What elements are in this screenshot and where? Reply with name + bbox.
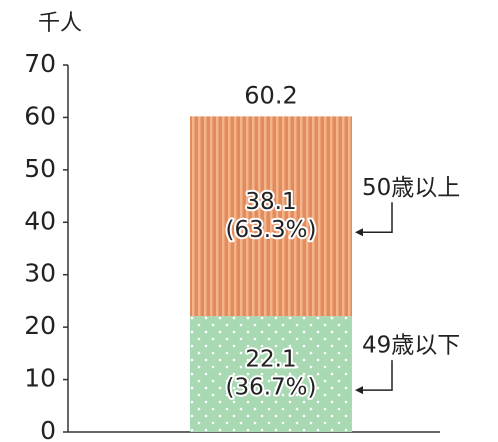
y-tick-label: 10: [24, 364, 56, 393]
y-tick-label: 20: [24, 311, 56, 340]
share-label: (63.3%): [225, 217, 316, 243]
share-label: (36.7%): [225, 375, 316, 401]
value-label: 22.1: [245, 347, 296, 373]
legend-pointer: [360, 360, 393, 391]
legend-pointer: [360, 202, 393, 234]
y-tick-label: 50: [24, 154, 56, 183]
y-axis-unit: 千人: [38, 11, 82, 36]
value-label: 38.1: [245, 189, 296, 215]
y-tick-label: 0: [40, 416, 56, 442]
y-tick-label: 70: [24, 49, 56, 78]
legend-arrowhead: [355, 228, 363, 237]
y-tick-label: 30: [24, 259, 56, 288]
total-label: 60.2: [244, 81, 297, 109]
y-tick-label: 60: [24, 101, 56, 130]
bar-segment: [190, 116, 352, 317]
legend-arrowhead: [355, 386, 363, 395]
legend-label: 50歳以上: [362, 175, 460, 201]
y-tick-label: 40: [24, 206, 56, 235]
bar-segment: [190, 316, 352, 432]
legend-label: 49歳以下: [362, 333, 460, 359]
